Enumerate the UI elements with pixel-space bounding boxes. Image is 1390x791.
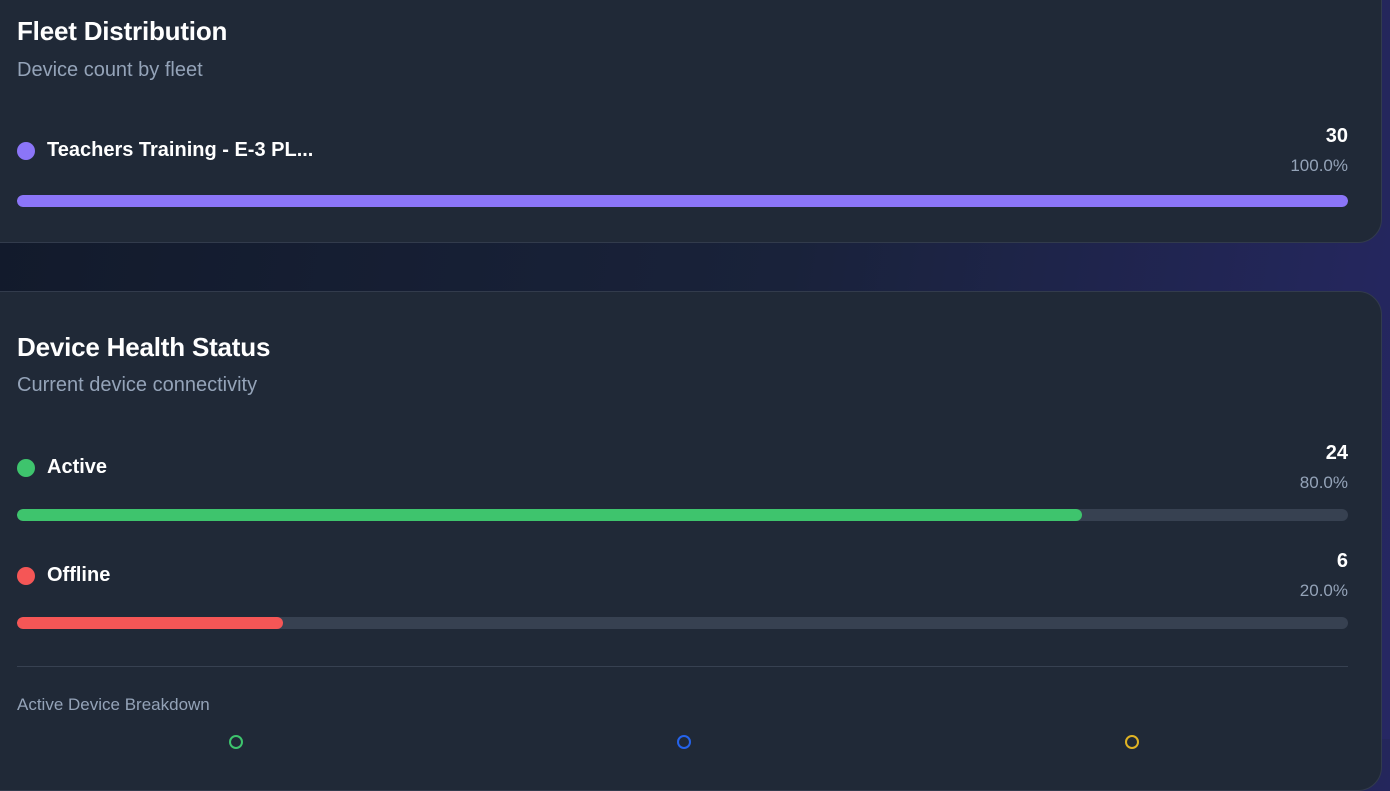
active-progress-fill [17, 509, 1082, 521]
fleet-row: Teachers Training - E-3 PL... 30 100.0% [17, 125, 1348, 225]
fleet-progress-bar [17, 195, 1348, 207]
active-label: Active [47, 456, 108, 478]
card-title: Device Health Status [17, 332, 271, 362]
offline-count: 6 [1336, 550, 1348, 572]
device-health-card: Device Health Status Current device conn… [0, 291, 1382, 791]
fleet-distribution-card: Fleet Distribution Device count by fleet… [0, 0, 1382, 243]
card-subtitle: Device count by fleet [17, 59, 203, 81]
breakdown-stat-green-peek [229, 735, 243, 749]
offline-dot [17, 567, 35, 585]
active-count: 24 [1325, 442, 1348, 464]
fleet-count: 30 [1325, 125, 1348, 147]
health-row-active: Active 24 80.0% [17, 442, 1348, 542]
fleet-label: Teachers Training - E-3 PL... [47, 139, 314, 161]
breakdown-title: Active Device Breakdown [17, 695, 210, 714]
active-progress-bar [17, 509, 1348, 521]
fleet-percent: 100.0% [1290, 156, 1348, 175]
offline-label: Offline [47, 564, 111, 586]
fleet-progress-fill [17, 195, 1348, 207]
breakdown-stat-yellow-peek [1125, 735, 1139, 749]
offline-progress-fill [17, 617, 284, 629]
offline-progress-bar [17, 617, 1348, 629]
card-title: Fleet Distribution [17, 16, 228, 46]
card-subtitle: Current device connectivity [17, 374, 258, 396]
active-percent: 80.0% [1299, 473, 1348, 492]
offline-percent: 20.0% [1299, 581, 1348, 600]
health-row-offline: Offline 6 20.0% [17, 550, 1348, 650]
breakdown-stat-blue-peek [677, 735, 691, 749]
divider [17, 666, 1348, 667]
fleet-color-dot [17, 142, 35, 160]
active-dot [17, 459, 35, 477]
